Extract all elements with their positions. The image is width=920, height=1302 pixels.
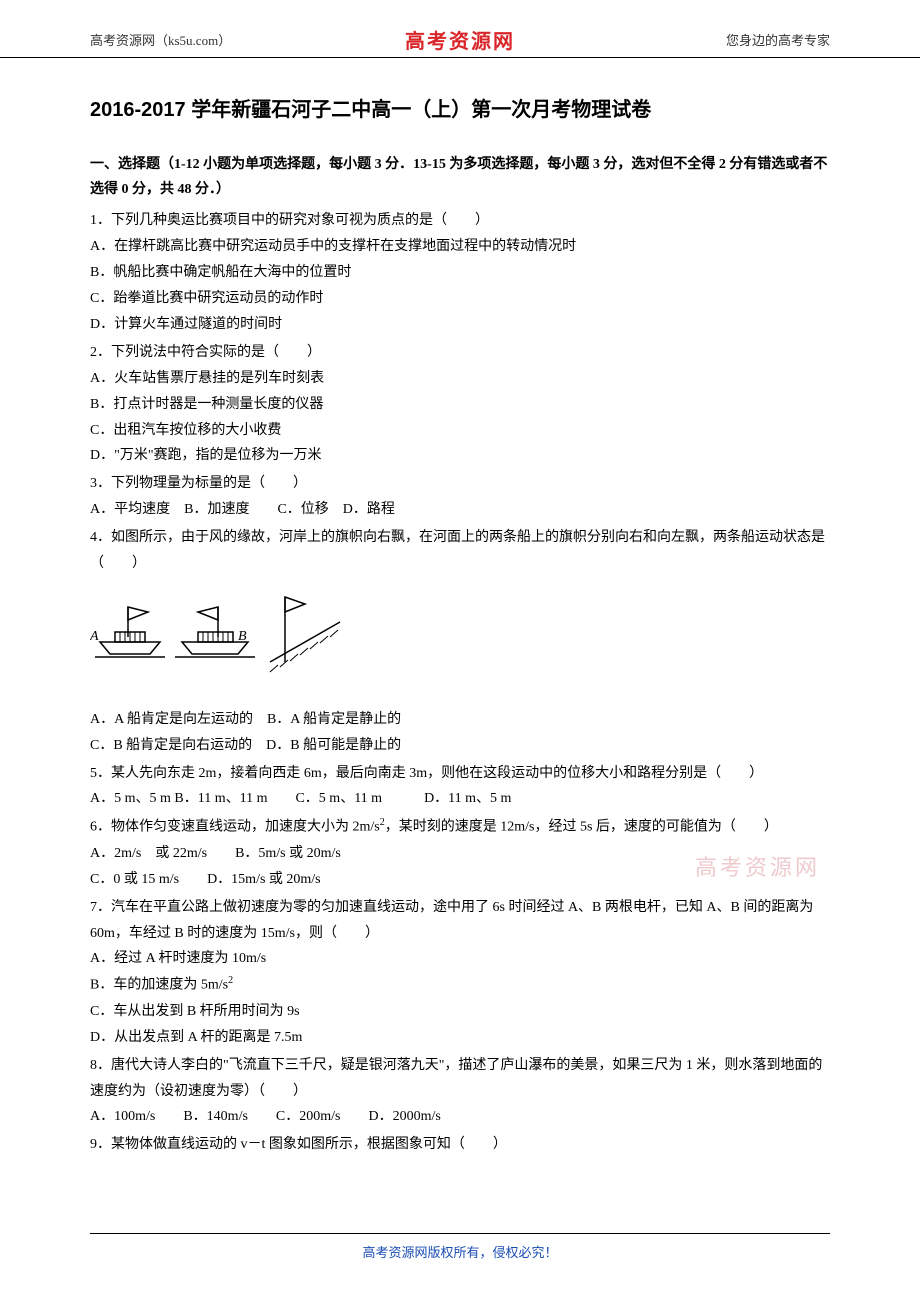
q3-options: A．平均速度 B．加速度 C．位移 D．路程	[90, 497, 830, 523]
page-header: 高考资源网（ks5u.com） 高考资源网 您身边的高考专家	[0, 0, 920, 58]
q2-text: 2．下列说法中符合实际的是（ ）	[90, 340, 830, 366]
header-left-text: 高考资源网（ks5u.com）	[90, 30, 231, 49]
page-footer: 高考资源网版权所有，侵权必究！	[90, 1233, 830, 1262]
q2-option-b: B．打点计时器是一种测量长度的仪器	[90, 392, 830, 418]
q6-text-p1: 6．物体作匀变速直线运动，加速度大小为 2m/s	[90, 820, 380, 835]
section-header: 一、选择题（1-12 小题为单项选择题，每小题 3 分．13-15 为多项选择题…	[90, 152, 830, 202]
header-right-text: 您身边的高考专家	[726, 30, 830, 49]
q7-text: 7．汽车在平直公路上做初速度为零的匀加速直线运动，途中用了 6s 时间经过 A、…	[90, 895, 830, 947]
q4-option-ab: A．A 船肯定是向左运动的 B．A 船肯定是静止的	[90, 707, 830, 733]
q1-option-d: D．计算火车通过隧道的时间时	[90, 312, 830, 338]
question-4: 4．如图所示，由于风的缘故，河岸上的旗帜向右飘，在河面上的两条船上的旗帜分别向右…	[90, 525, 830, 758]
q2-option-d: D．"万米"赛跑，指的是位移为一万米	[90, 443, 830, 469]
q2-option-a: A．火车站售票厅悬挂的是列车时刻表	[90, 366, 830, 392]
q8-options: A．100m/s B．140m/s C．200m/s D．2000m/s	[90, 1104, 830, 1130]
boats-diagram: A	[90, 592, 830, 692]
header-center-logo: 高考资源网	[405, 25, 515, 54]
q7-option-a: A．经过 A 杆时速度为 10m/s	[90, 946, 830, 972]
q7-option-d: D．从出发点到 A 杆的距离是 7.5m	[90, 1025, 830, 1051]
watermark: 高考资源网	[695, 850, 820, 882]
q1-option-c: C．跆拳道比赛中研究运动员的动作时	[90, 286, 830, 312]
q7-b-p1: B．车的加速度为 5m/s	[90, 978, 228, 993]
question-9: 9．某物体做直线运动的 v－t 图象如图所示，根据图象可知（ ）	[90, 1132, 830, 1158]
boat-a: A	[90, 607, 165, 657]
q7-superscript: 2	[228, 975, 233, 986]
q6-text-p2: ，某时刻的速度是 12m/s，经过 5s 后，速度的可能值为（ ）	[385, 820, 778, 835]
question-5: 5．某人先向东走 2m，接着向西走 6m，最后向南走 3m，则他在这段运动中的位…	[90, 761, 830, 813]
question-3: 3．下列物理量为标量的是（ ） A．平均速度 B．加速度 C．位移 D．路程	[90, 471, 830, 523]
q5-options: A．5 m、5 m B．11 m、11 m C．5 m、11 m D．11 m、…	[90, 786, 830, 812]
question-8: 8．唐代大诗人李白的"飞流直下三千尺，疑是银河落九天"，描述了庐山瀑布的美景，如…	[90, 1053, 830, 1131]
q2-option-c: C．出租汽车按位移的大小收费	[90, 418, 830, 444]
q7-option-b: B．车的加速度为 5m/s2	[90, 972, 830, 999]
boat-a-label: A	[90, 629, 99, 644]
question-2: 2．下列说法中符合实际的是（ ） A．火车站售票厅悬挂的是列车时刻表 B．打点计…	[90, 340, 830, 469]
question-7: 7．汽车在平直公路上做初速度为零的匀加速直线运动，途中用了 6s 时间经过 A、…	[90, 895, 830, 1051]
q1-option-a: A．在撑杆跳高比赛中研究运动员手中的支撑杆在支撑地面过程中的转动情况时	[90, 234, 830, 260]
q1-option-b: B．帆船比赛中确定帆船在大海中的位置时	[90, 260, 830, 286]
exam-title: 2016-2017 学年新疆石河子二中高一（上）第一次月考物理试卷	[90, 93, 830, 122]
q7-option-c: C．车从出发到 B 杆所用时间为 9s	[90, 999, 830, 1025]
q5-text: 5．某人先向东走 2m，接着向西走 6m，最后向南走 3m，则他在这段运动中的位…	[90, 761, 830, 787]
boat-b: B	[175, 607, 255, 657]
question-1: 1．下列几种奥运比赛项目中的研究对象可视为质点的是（ ） A．在撑杆跳高比赛中研…	[90, 208, 830, 337]
footer-text: 高考资源网版权所有，侵权必究！	[362, 1245, 557, 1260]
q8-text: 8．唐代大诗人李白的"飞流直下三千尺，疑是银河落九天"，描述了庐山瀑布的美景，如…	[90, 1053, 830, 1105]
q1-text: 1．下列几种奥运比赛项目中的研究对象可视为质点的是（ ）	[90, 208, 830, 234]
q9-text: 9．某物体做直线运动的 v－t 图象如图所示，根据图象可知（ ）	[90, 1132, 830, 1158]
q6-text: 6．物体作匀变速直线运动，加速度大小为 2m/s2，某时刻的速度是 12m/s，…	[90, 814, 830, 841]
main-content: 2016-2017 学年新疆石河子二中高一（上）第一次月考物理试卷 一、选择题（…	[0, 63, 920, 1180]
q4-option-cd: C．B 船肯定是向右运动的 D．B 船可能是静止的	[90, 733, 830, 759]
shore-flag	[270, 597, 340, 672]
q3-text: 3．下列物理量为标量的是（ ）	[90, 471, 830, 497]
q4-text: 4．如图所示，由于风的缘故，河岸上的旗帜向右飘，在河面上的两条船上的旗帜分别向右…	[90, 525, 830, 577]
